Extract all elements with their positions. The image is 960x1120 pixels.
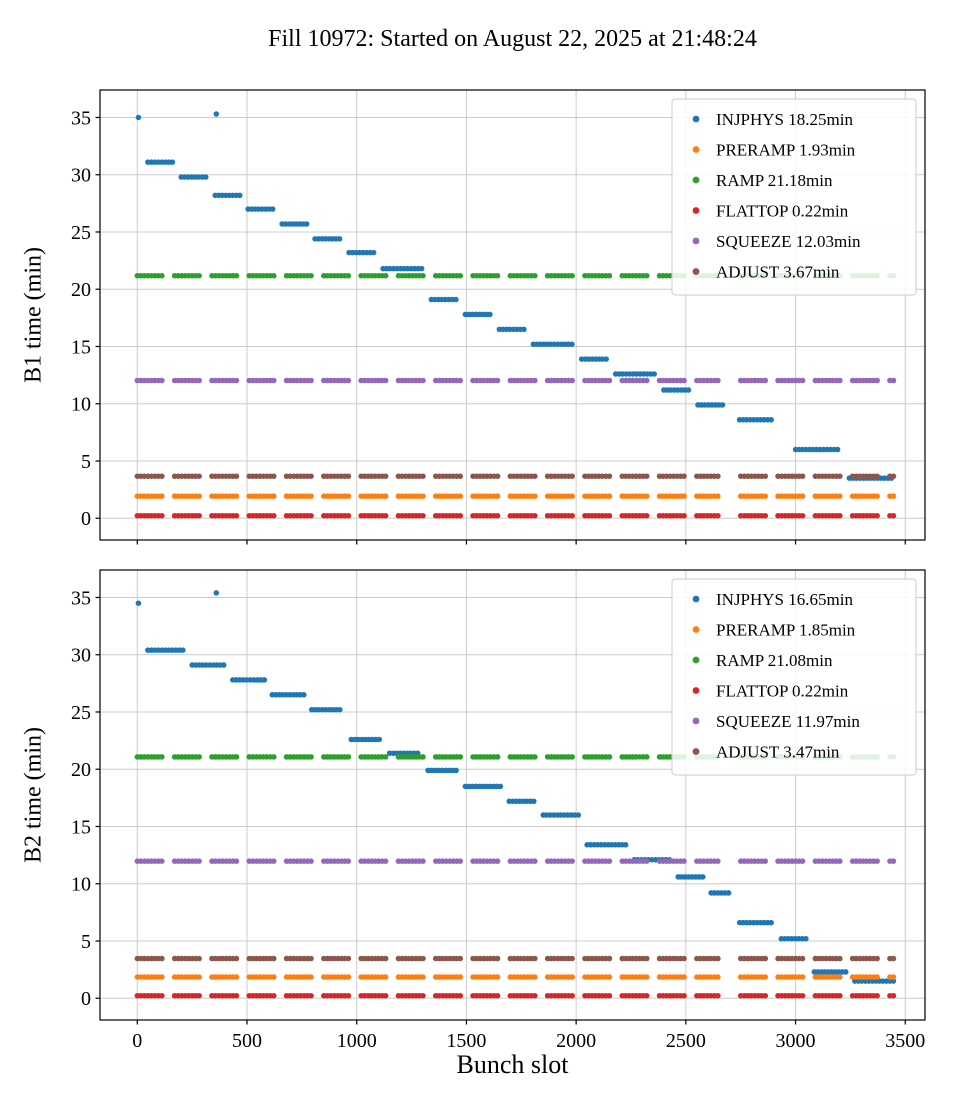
legend-marker-flattop <box>692 687 700 694</box>
legend-marker-adjust <box>692 268 700 275</box>
y-tick-label: 5 <box>81 451 91 473</box>
legend-label-flattop: FLATTOP 0.22min <box>716 682 849 701</box>
b1-plot-frame <box>99 89 926 541</box>
legend-label-ramp: RAMP 21.18min <box>716 171 833 190</box>
x-tick-label: 3000 <box>776 1030 816 1052</box>
legend-marker-ramp <box>692 176 700 184</box>
legend-label-injphys: INJPHYS 16.65min <box>716 590 853 609</box>
y-tick-label: 25 <box>71 222 91 244</box>
legend-marker-adjust <box>692 748 700 755</box>
b2-plot-frame <box>99 569 926 1021</box>
b1-ticks: 0 5 10 15 20 25 30 35 <box>71 107 906 545</box>
legend-label-flattop: FLATTOP 0.22min <box>716 202 849 221</box>
x-tick-label: 2500 <box>666 1030 706 1052</box>
legend-marker-squeeze <box>692 717 700 725</box>
legend-label-adjust: ADJUST 3.67min <box>716 263 840 282</box>
legend-label-preramp: PRERAMP 1.93min <box>716 141 856 160</box>
b1-series-injphys <box>135 111 898 481</box>
y-tick-label: 20 <box>71 759 91 781</box>
legend-marker-injphys <box>692 595 700 603</box>
y-tick-label: 5 <box>81 931 91 953</box>
y-tick-label: 35 <box>71 587 91 609</box>
y-tick-label: 10 <box>71 874 91 896</box>
x-tick-label: 2000 <box>556 1030 596 1052</box>
b2-series-injphys <box>135 590 898 984</box>
b2-chart: 0 500 1000 1500 2000 2500 3000 3500 0 5 10 15 20 25 30… <box>71 569 926 1052</box>
y-tick-label: 25 <box>71 702 91 724</box>
y-tick-label: 0 <box>81 988 91 1010</box>
legend-label-squeeze: SQUEEZE 11.97min <box>716 712 860 731</box>
legend-marker-preramp <box>692 146 700 153</box>
b1-chart: 0 5 10 15 20 25 30 35 INJPHYS 18.25min PRERAMP 1.… <box>71 89 926 545</box>
legend-label-injphys: INJPHYS 18.25min <box>716 110 853 129</box>
x-tick-label: 1500 <box>446 1030 486 1052</box>
y-tick-label: 0 <box>81 508 91 530</box>
y-tick-label: 30 <box>71 165 91 187</box>
legend-label-ramp: RAMP 21.08min <box>716 651 833 670</box>
y-tick-label: 35 <box>71 107 91 129</box>
x-tick-label: 3500 <box>885 1030 925 1052</box>
b2-ticks: 0 500 1000 1500 2000 2500 3000 3500 0 5 10 15 20 25 30… <box>71 587 925 1052</box>
x-axis-label: Bunch slot <box>456 1050 569 1079</box>
legend-label-preramp: PRERAMP 1.85min <box>716 621 856 640</box>
b1-legend: INJPHYS 18.25min PRERAMP 1.93min RAMP 21.1… <box>671 98 917 296</box>
x-tick-label: 1000 <box>337 1030 377 1052</box>
legend-marker-injphys <box>692 115 700 123</box>
y-tick-label: 30 <box>71 645 91 667</box>
legend-marker-preramp <box>692 626 700 633</box>
legend-label-adjust: ADJUST 3.47min <box>716 743 840 762</box>
x-tick-label: 500 <box>232 1030 262 1052</box>
legend-label-squeeze: SQUEEZE 12.03min <box>716 232 861 251</box>
y-tick-label: 15 <box>71 816 91 838</box>
y-tick-label: 15 <box>71 336 91 358</box>
legend-marker-ramp <box>692 656 700 664</box>
x-tick-label: 0 <box>132 1030 142 1052</box>
y-tick-label: 20 <box>71 279 91 301</box>
b2-legend: INJPHYS 16.65min PRERAMP 1.85min RAMP 21.0… <box>671 578 917 776</box>
legend-marker-flattop <box>692 207 700 214</box>
y-tick-label: 10 <box>71 394 91 416</box>
legend-marker-squeeze <box>692 237 700 245</box>
figure-title: Fill 10972: Started on August 22, 2025 a… <box>268 26 757 52</box>
